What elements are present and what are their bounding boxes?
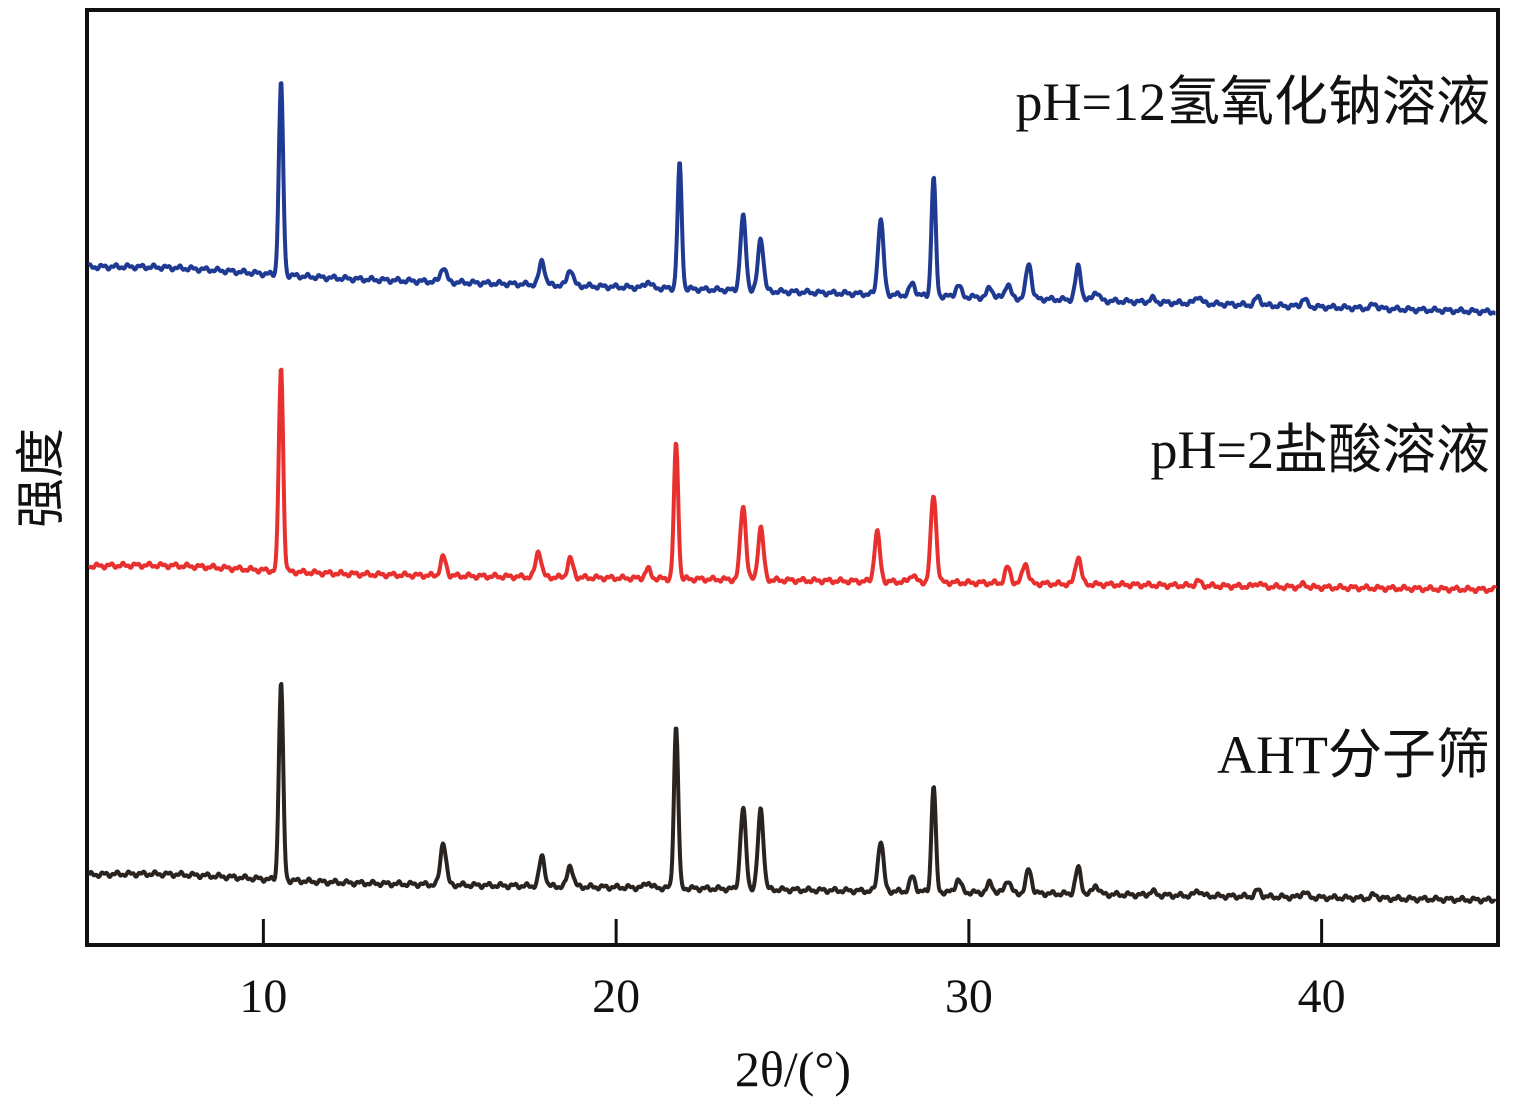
x-tick-label: 10 — [239, 970, 287, 1023]
x-tick-label: 40 — [1298, 970, 1346, 1023]
x-tick-label: 20 — [592, 970, 640, 1023]
series-line-3 — [87, 681, 1497, 905]
y-axis-title: 强度 — [13, 428, 69, 528]
series-line-1 — [87, 81, 1497, 317]
plot-frame — [85, 8, 1500, 947]
x-ticks: 10 20 30 40 — [239, 919, 1346, 1023]
series-layer — [87, 81, 1498, 905]
series-line-2 — [87, 367, 1498, 594]
series-label-3: AHT分子筛 — [1217, 725, 1490, 785]
x-axis-title: 2θ/(°) — [735, 1041, 851, 1097]
series-label-1: pH=12氢氧化钠溶液 — [1016, 72, 1490, 132]
series-labels: pH=12氢氧化钠溶液 pH=2盐酸溶液 AHT分子筛 — [1016, 72, 1490, 785]
x-tick-label: 30 — [945, 970, 993, 1023]
series-label-2: pH=2盐酸溶液 — [1151, 420, 1490, 480]
